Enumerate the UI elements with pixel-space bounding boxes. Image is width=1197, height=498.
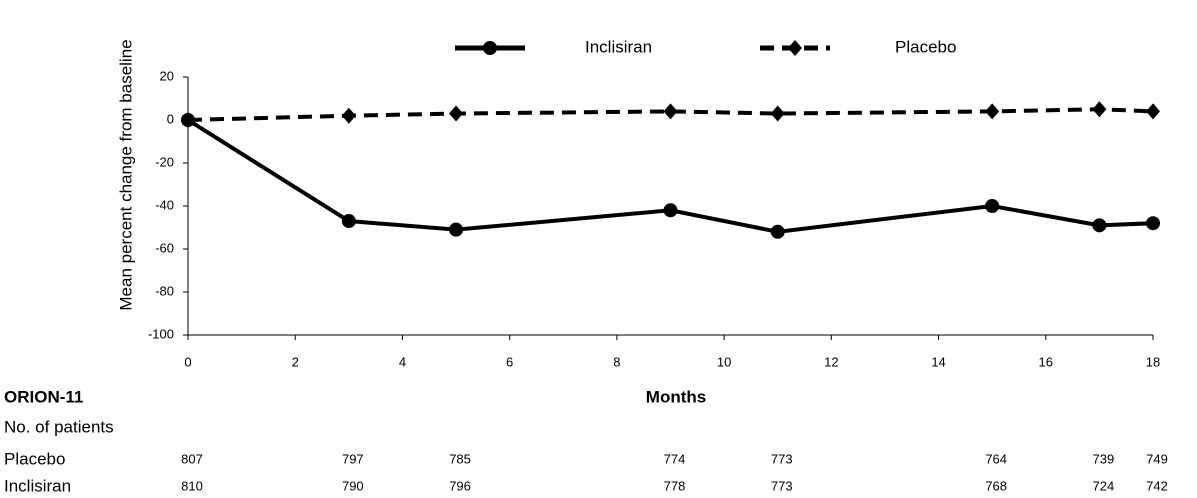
marker <box>985 199 1000 213</box>
table-row-label: Placebo <box>4 449 65 468</box>
marker <box>788 40 802 56</box>
marker <box>341 214 356 229</box>
y-tick-label: -40 <box>155 197 174 212</box>
marker <box>770 224 785 239</box>
y-axis-label: Mean percent change from baseline <box>116 39 135 310</box>
table-title: ORION-11 <box>4 387 83 406</box>
x-axis-label: Months <box>646 387 706 406</box>
marker <box>1092 218 1107 233</box>
y-tick-label: 0 <box>167 111 174 126</box>
table-cell: 749 <box>1146 451 1168 466</box>
table-cell: 797 <box>342 451 364 466</box>
marker <box>483 41 497 55</box>
table-cell: 773 <box>771 451 793 466</box>
table-cell: 742 <box>1146 478 1168 493</box>
series-line <box>187 107 1154 122</box>
x-tick-label: 6 <box>506 354 513 369</box>
series-line <box>186 118 1154 234</box>
x-tick-label: 18 <box>1146 354 1160 369</box>
table-row-label: Inclisiran <box>4 476 71 495</box>
table-cell: 790 <box>342 478 364 493</box>
x-tick-label: 14 <box>931 354 945 369</box>
x-tick-label: 2 <box>292 354 299 369</box>
x-tick-label: 0 <box>184 354 191 369</box>
y-tick-label: -60 <box>155 240 174 255</box>
marker <box>449 105 464 122</box>
legend-label: Placebo <box>895 37 956 56</box>
marker <box>985 103 1000 120</box>
marker <box>770 105 785 122</box>
table-cell: 778 <box>664 478 686 493</box>
x-tick-label: 4 <box>399 354 406 369</box>
table-cell: 785 <box>449 451 471 466</box>
table-cell: 724 <box>1093 478 1115 493</box>
x-tick-label: 8 <box>613 354 620 369</box>
y-tick-label: -80 <box>155 283 174 298</box>
y-tick-label: -20 <box>155 154 174 169</box>
table-subtitle: No. of patients <box>4 417 114 436</box>
table-cell: 768 <box>985 478 1007 493</box>
table-cell: 807 <box>181 451 203 466</box>
legend-label: Inclisiran <box>585 37 652 56</box>
marker <box>663 203 678 218</box>
marker <box>341 107 356 124</box>
x-tick-label: 10 <box>717 354 731 369</box>
marker <box>1146 216 1160 231</box>
table-cell: 773 <box>771 478 793 493</box>
table-cell: 810 <box>181 478 203 493</box>
table-cell: 764 <box>985 451 1007 466</box>
table-cell: 796 <box>449 478 471 493</box>
y-tick-label: -100 <box>148 326 174 341</box>
table-cell: 739 <box>1093 451 1115 466</box>
y-tick-label: 20 <box>160 68 174 83</box>
marker <box>449 222 464 237</box>
marker <box>663 103 678 120</box>
marker <box>1092 101 1107 118</box>
x-tick-label: 16 <box>1039 354 1053 369</box>
x-tick-label: 12 <box>824 354 838 369</box>
marker <box>181 112 195 128</box>
marker <box>1146 103 1160 120</box>
table-cell: 774 <box>664 451 686 466</box>
